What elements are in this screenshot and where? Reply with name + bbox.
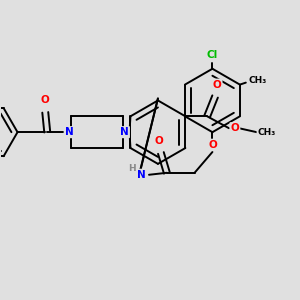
- Text: O: O: [154, 136, 163, 146]
- Text: H: H: [128, 164, 136, 173]
- Text: CH₃: CH₃: [257, 128, 276, 137]
- Text: N: N: [137, 170, 146, 180]
- Text: O: O: [41, 95, 50, 106]
- Text: O: O: [230, 123, 239, 133]
- Text: N: N: [120, 127, 129, 137]
- Text: Cl: Cl: [207, 50, 218, 60]
- Text: O: O: [213, 80, 221, 90]
- Text: CH₃: CH₃: [249, 76, 267, 85]
- Text: O: O: [208, 140, 217, 150]
- Text: N: N: [65, 127, 74, 137]
